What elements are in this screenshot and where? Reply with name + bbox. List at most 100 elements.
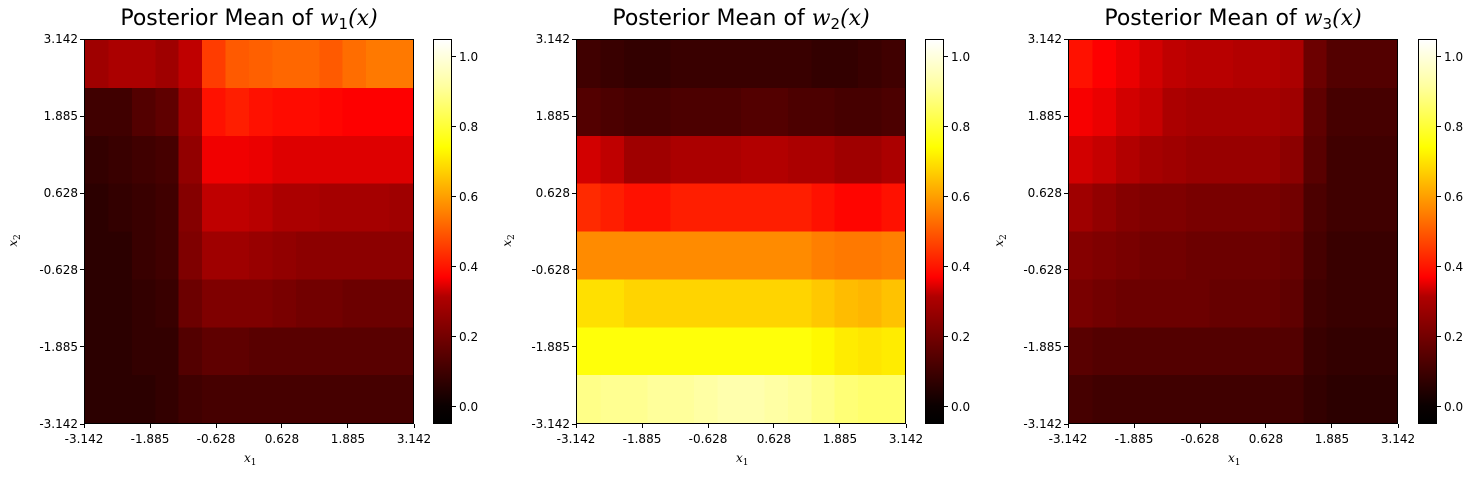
x-tick-label: 3.142 bbox=[888, 432, 924, 446]
x-axis-label: x1 bbox=[1228, 451, 1241, 468]
y-tick-mark bbox=[1064, 346, 1068, 348]
y-tick-wrap: -0.628 bbox=[0, 0, 78, 478]
y-tick-wrap: -3.142 bbox=[0, 0, 570, 478]
colorbar-tick-mark bbox=[944, 196, 948, 197]
colorbar-tick-label: 0.0 bbox=[459, 399, 479, 414]
colorbar-tick-mark bbox=[944, 336, 948, 337]
y-tick-mark bbox=[572, 115, 576, 117]
heatmap-w2 bbox=[576, 39, 906, 424]
x-tick-mark bbox=[347, 424, 349, 428]
heatmap-w1 bbox=[84, 39, 414, 424]
colorbar-tick-mark bbox=[1437, 196, 1441, 197]
y-tick-mark bbox=[572, 192, 576, 194]
colorbar-tick-mark bbox=[452, 336, 456, 337]
x-tick-label: -1.885 bbox=[130, 432, 170, 446]
y-tick-label: -0.628 bbox=[39, 262, 78, 277]
colorbar-tick-label: 0.4 bbox=[951, 259, 971, 274]
y-tick-label: 3.142 bbox=[1027, 32, 1062, 46]
x-tick-label: 1.885 bbox=[330, 432, 366, 446]
y-tick-mark bbox=[80, 269, 84, 271]
colorbar-tick-mark bbox=[944, 266, 948, 267]
y-tick-label: 1.885 bbox=[535, 109, 570, 123]
x-tick-mark bbox=[773, 424, 775, 428]
colorbar-tick-mark bbox=[452, 196, 456, 197]
colorbar-tick-label: 0.8 bbox=[459, 119, 479, 134]
heatmap-w3-cells bbox=[1069, 40, 1397, 423]
x-axis-label-sub: 1 bbox=[742, 458, 749, 468]
y-tick-mark bbox=[80, 115, 84, 117]
x-axis-label: x1 bbox=[244, 451, 257, 468]
y-tick-mark bbox=[80, 38, 84, 40]
y-tick-wrap: 1.885 bbox=[0, 0, 78, 478]
x-axis-label-sub: 1 bbox=[1234, 458, 1241, 468]
x-tick-mark bbox=[1199, 424, 1201, 428]
x-axis-label: x1 bbox=[736, 451, 749, 468]
y-tick-wrap: -1.885 bbox=[0, 0, 570, 478]
colorbar-tick-label: 0.6 bbox=[1444, 189, 1464, 204]
y-tick-label: -1.885 bbox=[531, 339, 570, 354]
colorbar-tick-label: 0.6 bbox=[951, 189, 971, 204]
chart-title-w3: Posterior Mean of w3(x) bbox=[1104, 6, 1362, 33]
y-tick-label: -3.142 bbox=[39, 417, 78, 431]
x-tick-mark bbox=[83, 424, 85, 428]
colorbar-tick-label: 0.6 bbox=[459, 189, 479, 204]
x-tick-label: -3.142 bbox=[1048, 432, 1088, 446]
colorbar-tick-label: 1.0 bbox=[459, 49, 479, 64]
x-tick-label: -0.628 bbox=[196, 432, 236, 446]
colorbar-tick-label: 0.8 bbox=[951, 119, 971, 134]
x-tick-label: -3.142 bbox=[64, 432, 104, 446]
x-tick-label: -1.885 bbox=[622, 432, 662, 446]
colorbar-tick-label: 0.4 bbox=[1444, 259, 1464, 274]
y-tick-wrap: 3.142 bbox=[0, 0, 570, 478]
y-tick-label: -3.142 bbox=[531, 417, 570, 431]
y-tick-label: 3.142 bbox=[535, 32, 570, 46]
x-tick-mark bbox=[641, 424, 643, 428]
x-tick-mark bbox=[1133, 424, 1135, 428]
y-tick-wrap: -1.885 bbox=[1023, 339, 1062, 354]
colorbar-tick-label: 0.4 bbox=[459, 259, 479, 274]
colorbar-tick-label: 1.0 bbox=[951, 49, 971, 64]
y-tick-mark bbox=[1064, 192, 1068, 194]
x-tick-mark bbox=[149, 424, 151, 428]
heatmap-w3 bbox=[1068, 39, 1398, 424]
y-tick-wrap: 0.628 bbox=[0, 0, 570, 478]
y-tick-label: 0.628 bbox=[1027, 186, 1062, 201]
x-tick-mark bbox=[1265, 424, 1267, 428]
x-tick-label: -3.142 bbox=[556, 432, 596, 446]
heatmap-w2-cells bbox=[577, 40, 905, 423]
colorbar-tick-label: 0.2 bbox=[951, 329, 971, 344]
chart-panel-w1: Posterior Mean of w1(x) bbox=[0, 0, 490, 478]
colorbar-tick-label: 0.0 bbox=[951, 399, 971, 414]
x-tick-label: 3.142 bbox=[1380, 432, 1416, 446]
x-tick-mark bbox=[839, 424, 841, 428]
y-axis-label-sub: 2 bbox=[998, 234, 1009, 240]
chart-title-w1: Posterior Mean of w1(x) bbox=[120, 6, 378, 33]
colorbar-tick-mark bbox=[944, 126, 948, 127]
x-axis-label-sub: 1 bbox=[250, 458, 257, 468]
x-tick-mark bbox=[281, 424, 283, 428]
colorbar-tick-mark bbox=[452, 266, 456, 267]
y-tick-mark bbox=[80, 423, 84, 425]
x-tick-mark bbox=[1067, 424, 1069, 428]
y-tick-wrap: 0.628 bbox=[0, 0, 78, 478]
x-tick-label: 0.628 bbox=[264, 432, 300, 446]
y-tick-wrap: -3.142 bbox=[0, 0, 78, 478]
colorbar-tick-mark bbox=[452, 406, 456, 407]
x-tick-mark bbox=[905, 424, 907, 428]
y-tick-label: 3.142 bbox=[43, 32, 78, 46]
x-tick-mark bbox=[707, 424, 709, 428]
colorbar-tick-label: 0.8 bbox=[1444, 119, 1464, 134]
y-tick-label: 0.628 bbox=[43, 186, 78, 201]
x-tick-mark bbox=[1331, 424, 1333, 428]
y-tick-mark bbox=[572, 269, 576, 271]
colorbar-tick-mark bbox=[1437, 406, 1441, 407]
y-tick-wrap: 3.142 bbox=[1027, 32, 1062, 46]
x-tick-label: 3.142 bbox=[396, 432, 432, 446]
y-tick-mark bbox=[572, 346, 576, 348]
chart-panel-w2: Posterior Mean of w2(x) bbox=[576, 6, 944, 424]
x-tick-mark bbox=[215, 424, 217, 428]
y-tick-mark bbox=[1064, 38, 1068, 40]
y-tick-label: -1.885 bbox=[1023, 339, 1062, 354]
y-tick-label: 0.628 bbox=[535, 186, 570, 201]
